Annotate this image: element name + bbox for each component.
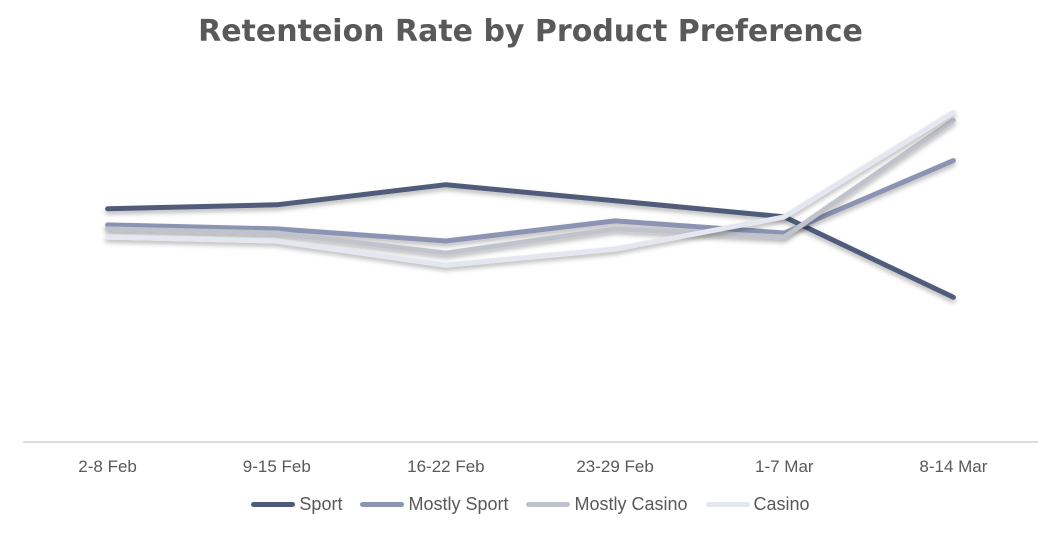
legend-item-casino: Casino bbox=[705, 494, 810, 515]
x-tick-label: 8-14 Mar bbox=[919, 457, 987, 476]
legend-label: Sport bbox=[299, 494, 343, 514]
legend-label: Casino bbox=[753, 494, 810, 514]
series-line-mostly-casino bbox=[105, 117, 956, 256]
x-tick-label: 9-15 Feb bbox=[243, 457, 311, 476]
legend-swatch bbox=[251, 502, 296, 507]
x-tick-label: 23-29 Feb bbox=[576, 457, 654, 476]
series-line-mostly-sport bbox=[105, 158, 956, 244]
legend-swatch bbox=[705, 502, 750, 507]
series-line-sport bbox=[105, 182, 956, 300]
x-tick-label: 2-8 Feb bbox=[78, 457, 137, 476]
chart-title: Retenteion Rate by Product Preference bbox=[198, 14, 863, 49]
x-tick-label: 16-22 Feb bbox=[407, 457, 485, 476]
legend-swatch bbox=[526, 502, 571, 507]
legend-item-mostly-sport: Mostly Sport bbox=[360, 494, 508, 515]
x-tick-label: 1-7 Mar bbox=[755, 457, 814, 476]
legend-item-sport: Sport bbox=[251, 494, 342, 515]
series-line-casino bbox=[105, 109, 956, 268]
legend-swatch bbox=[360, 502, 405, 507]
legend-item-mostly-casino: Mostly Casino bbox=[526, 494, 688, 515]
legend-label: Mostly Casino bbox=[574, 494, 688, 514]
legend: Sport Mostly Sport Mostly Casino Casino bbox=[0, 494, 1061, 515]
legend-label: Mostly Sport bbox=[408, 494, 509, 514]
